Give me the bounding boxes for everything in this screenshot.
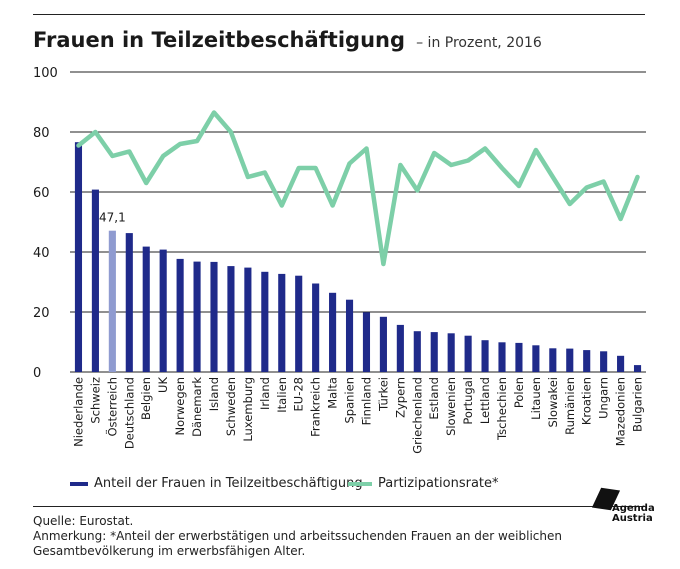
bar xyxy=(108,230,116,372)
legend-bar-swatch xyxy=(70,481,88,486)
bar xyxy=(566,348,574,372)
footer-notes: Quelle: Eurostat. Anmerkung: *Anteil der… xyxy=(33,514,593,559)
x-tick-label: Litauen xyxy=(529,377,543,420)
line-series xyxy=(76,110,640,267)
legend-item-line: Partizipationsrate* xyxy=(348,476,499,494)
x-tick-label: Polen xyxy=(512,377,526,408)
bar xyxy=(261,271,269,372)
legend-line-label: Partizipationsrate* xyxy=(378,476,499,491)
x-tick-label: Bulgarien xyxy=(631,377,645,432)
bar xyxy=(430,332,438,372)
x-tick-label: Deutschland xyxy=(122,377,136,449)
legend-bar-label: Anteil der Frauen in Teilzeitbeschäftigu… xyxy=(94,476,363,491)
chart-subtitle: – in Prozent, 2016 xyxy=(416,35,542,51)
bar xyxy=(447,333,455,372)
bar xyxy=(329,292,337,372)
x-tick-label: Irland xyxy=(258,377,272,410)
x-tick-label: Belgien xyxy=(139,377,153,420)
bar xyxy=(633,365,642,372)
x-tick-label: Niederlande xyxy=(71,377,85,447)
bar xyxy=(193,261,201,372)
x-tick-label: Luxemburg xyxy=(241,377,255,442)
x-tick-label: Slowakei xyxy=(546,377,560,428)
x-tick-label: Spanien xyxy=(343,377,357,424)
x-tick-label: Schweden xyxy=(224,377,238,436)
chart-title-block: Frauen in Teilzeitbeschäftigung – in Pro… xyxy=(33,28,542,52)
bar xyxy=(464,335,472,372)
x-tick-label: Finnland xyxy=(359,377,373,425)
x-tick-label: Island xyxy=(207,377,221,411)
x-tick-label: Türkei xyxy=(376,377,390,412)
x-tick-label: EU-28 xyxy=(292,377,306,411)
bar xyxy=(312,283,320,372)
bar xyxy=(91,189,99,372)
bar xyxy=(176,258,184,372)
x-tick-label: Lettland xyxy=(478,377,492,424)
x-tick-label: Schweiz xyxy=(88,377,102,424)
y-tick-label: 100 xyxy=(33,66,58,81)
bar xyxy=(617,355,625,372)
legend-item-bars: Anteil der Frauen in Teilzeitbeschäftigu… xyxy=(70,476,363,494)
y-tick-label: 20 xyxy=(33,306,50,321)
bar-value-label: 47,1 xyxy=(99,211,126,225)
bar xyxy=(210,261,218,372)
bar xyxy=(125,233,133,372)
bar xyxy=(532,345,540,372)
y-tick-label: 40 xyxy=(33,246,50,261)
x-tick-label: Italien xyxy=(275,377,289,413)
bar xyxy=(481,340,489,372)
agenda-austria-logo: Agenda Austria xyxy=(590,486,655,526)
bar xyxy=(362,312,371,372)
logo-text: Agenda Austria xyxy=(612,504,655,524)
bar xyxy=(583,350,591,372)
top-rule xyxy=(33,14,645,15)
x-tick-label: UK xyxy=(156,377,170,393)
x-tick-label: Mazedonien xyxy=(614,377,628,446)
x-tick-label: Österreich xyxy=(103,377,119,437)
bar xyxy=(600,351,608,372)
source-text: Quelle: Eurostat. xyxy=(33,514,134,528)
x-tick-label: Zypern xyxy=(393,377,407,418)
note-text: Anmerkung: *Anteil der erwerbstätigen un… xyxy=(33,529,562,558)
x-tick-label: Dänemark xyxy=(190,377,204,437)
x-tick-label: Malta xyxy=(326,377,340,409)
x-tick-label: Frankreich xyxy=(309,377,323,437)
y-tick-label: 80 xyxy=(33,126,50,141)
legend-line-swatch xyxy=(348,481,372,486)
bar xyxy=(379,316,387,372)
y-tick-label: 60 xyxy=(33,186,50,201)
bar xyxy=(295,275,303,372)
bar xyxy=(74,142,83,372)
bar xyxy=(142,246,150,372)
bar xyxy=(244,267,252,372)
bar xyxy=(396,324,404,372)
x-tick-label: Kroatien xyxy=(580,377,594,425)
bar xyxy=(278,273,286,372)
y-tick-label: 0 xyxy=(33,366,41,381)
x-tick-label: Portugal xyxy=(461,377,475,425)
chart-title: Frauen in Teilzeitbeschäftigung xyxy=(33,28,406,52)
x-tick-label: Ungarn xyxy=(597,377,611,419)
logo-line-1: Agenda xyxy=(612,503,655,514)
x-tick-label: Slowenien xyxy=(444,377,458,436)
bar xyxy=(498,342,506,372)
x-tick-label: Griechenland xyxy=(410,377,424,454)
bar xyxy=(515,342,523,372)
bar xyxy=(549,348,557,372)
x-tick-label: Rumänien xyxy=(563,377,577,435)
bar xyxy=(159,249,167,372)
x-tick-label: Estland xyxy=(427,377,441,420)
x-tick-label: Tschechien xyxy=(495,377,509,441)
bar xyxy=(413,331,421,372)
x-tick-label: Norwegen xyxy=(173,377,187,436)
bottom-rule xyxy=(33,506,645,507)
logo-line-2: Austria xyxy=(612,513,653,524)
bar xyxy=(345,299,354,372)
bar xyxy=(227,266,235,372)
